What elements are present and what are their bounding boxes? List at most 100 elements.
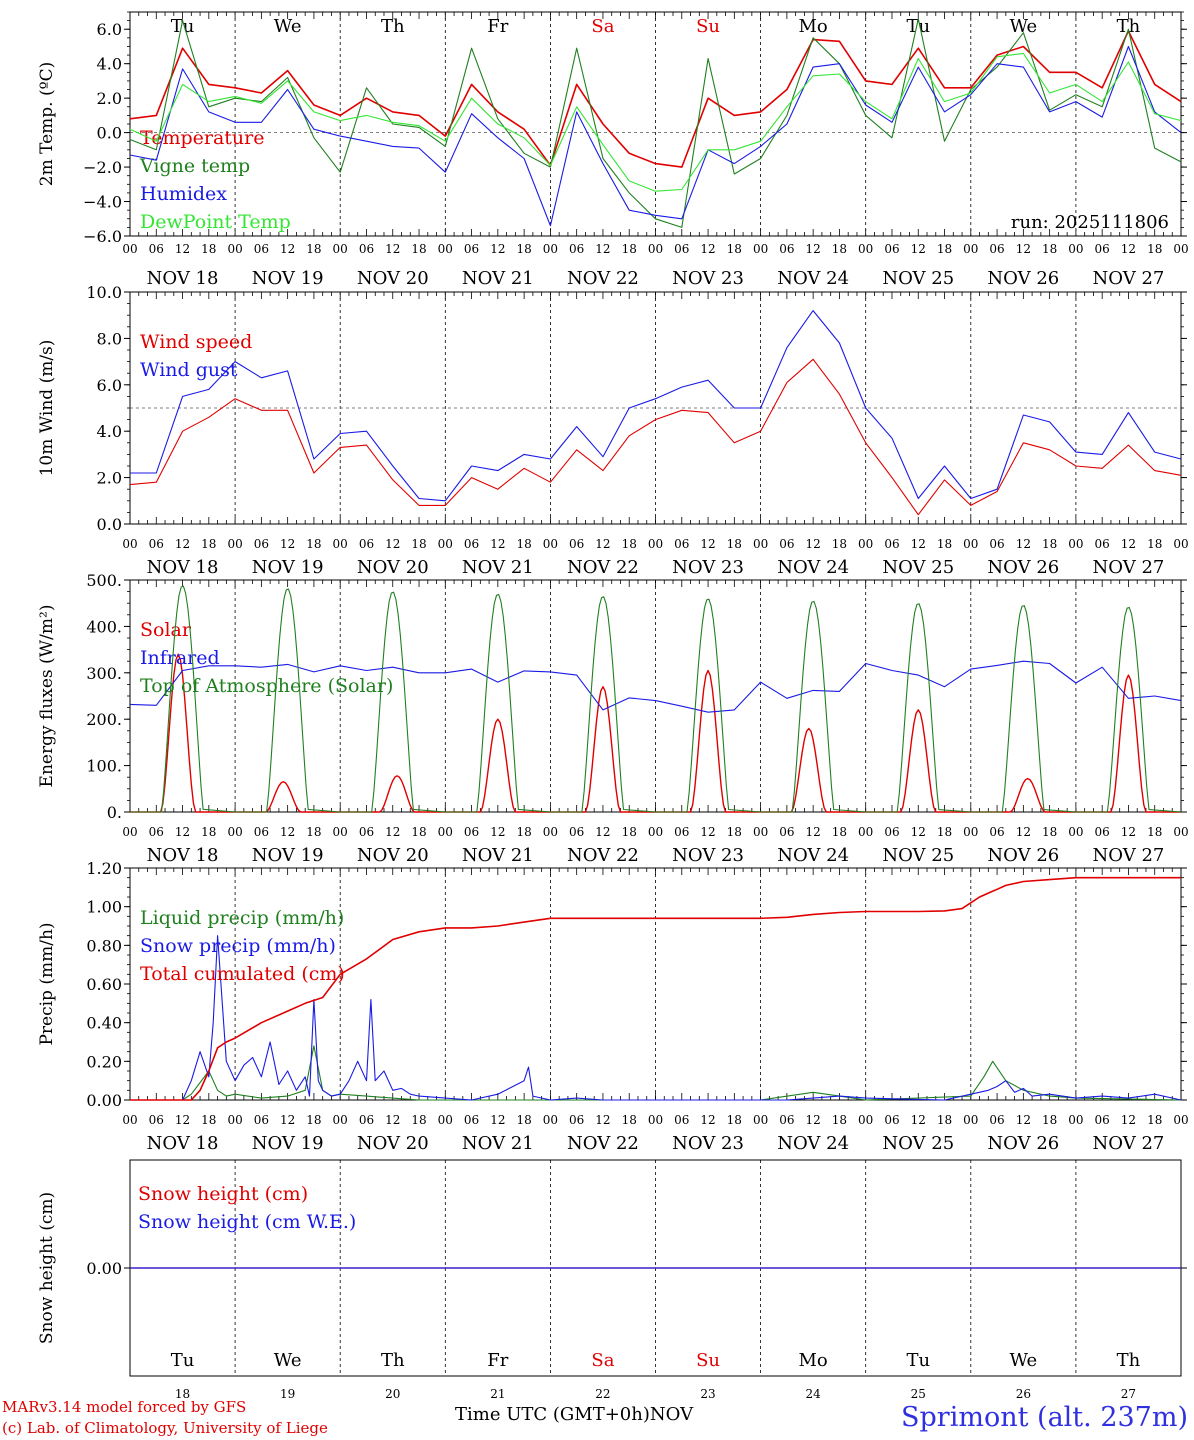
wind-hour-label: 12 <box>175 537 190 551</box>
precip-hour-label: 00 <box>1068 1113 1083 1127</box>
snow-ylabel: Snow height (cm) <box>37 1192 57 1344</box>
snow-legend-snow-height-cm: Snow height (cm) <box>138 1183 308 1205</box>
wind-hour-label: 06 <box>569 537 584 551</box>
precip-hour-label: 00 <box>438 1113 453 1127</box>
snow-legend-snow-height-cm-w-e: Snow height (cm W.E.) <box>138 1211 356 1233</box>
precip-legend-total-cumulated-cm: Total cumulated (cm) <box>140 963 345 985</box>
temperature-hour-label: 06 <box>989 242 1004 256</box>
temperature-frame <box>129 11 1182 237</box>
precip-hour-label: 06 <box>989 1113 1004 1127</box>
temperature-date-label: NOV 25 <box>882 268 954 289</box>
energy-hour-label: 06 <box>1095 825 1110 839</box>
wind-hour-label: 06 <box>989 537 1004 551</box>
temperature-hour-label: 00 <box>438 242 453 256</box>
energy-hour-label: 00 <box>1173 825 1188 839</box>
snow-ytick-label: 0.00 <box>86 1259 122 1278</box>
energy-hour-label: 12 <box>490 825 505 839</box>
precip-date-label: NOV 22 <box>567 1133 639 1154</box>
energy-hour-label: 00 <box>543 825 558 839</box>
precip-hour-label: 00 <box>1173 1113 1188 1127</box>
precip-hour-label: 06 <box>569 1113 584 1127</box>
wind-hour-label: 18 <box>832 537 847 551</box>
time-axis-title: Time UTC (GMT+0h)NOV <box>455 1406 693 1424</box>
precip-date-label: NOV 25 <box>882 1133 954 1154</box>
energy-date-label: NOV 21 <box>462 845 534 866</box>
precip-date-label: NOV 27 <box>1093 1133 1165 1154</box>
wind-hour-label: 00 <box>858 537 873 551</box>
energy-hour-label: 18 <box>411 825 426 839</box>
temperature-date-label: NOV 21 <box>462 268 534 289</box>
snow-day-number: 24 <box>806 1387 822 1401</box>
energy-legend-top-of-atmosphere-solar: Top of Atmosphere (Solar) <box>140 675 393 697</box>
precip-hour-label: 18 <box>1147 1113 1162 1127</box>
precip-legend-liquid-precip-mm-h: Liquid precip (mm/h) <box>140 907 344 929</box>
temperature-panel: 6.0 4.0 2.0 0.0 −2.0 −4.0 −6.0 2m Temp. (ºC) 00 0… <box>37 11 1189 289</box>
precip-date-label: NOV 24 <box>777 1133 849 1154</box>
energy-hour-label: 00 <box>333 825 348 839</box>
snow-day-number: 22 <box>595 1387 610 1401</box>
temperature-date-label: NOV 23 <box>672 268 744 289</box>
temperature-hour-label: 06 <box>359 242 374 256</box>
wind-hour-label: 06 <box>779 537 794 551</box>
temperature-ytick-label: −4.0 <box>83 193 122 212</box>
energy-hour-label: 18 <box>516 825 531 839</box>
energy-legend-solar: Solar <box>140 619 192 641</box>
temperature-hour-label: 18 <box>727 242 742 256</box>
energy-hour-label: 12 <box>1121 825 1136 839</box>
wind-hour-label: 18 <box>306 537 321 551</box>
precip-ytick-label: 0.60 <box>86 975 122 994</box>
snow-weekday-label: Su <box>696 1350 720 1371</box>
energy-hour-label: 18 <box>201 825 216 839</box>
snow-panel: 0.00 Snow height (cm) Tu We Th Fr Sa Su Mo Tu We Th… <box>37 1159 1187 1401</box>
temperature-legend-vigne-temp: Vigne temp <box>139 155 250 177</box>
temperature-weekday-label: We <box>274 16 302 37</box>
temperature-weekday-label: Th <box>381 16 405 37</box>
energy-hour-label: 18 <box>622 825 637 839</box>
wind-hour-label: 06 <box>884 537 899 551</box>
energy-hour-label: 12 <box>595 825 610 839</box>
wind-legend-wind-speed: Wind speed <box>140 331 252 353</box>
wind-hour-label: 18 <box>622 537 637 551</box>
temperature-weekday-label: Sa <box>591 16 614 37</box>
wind-date-label: NOV 25 <box>882 557 954 578</box>
wind-hour-label: 18 <box>937 537 952 551</box>
precip-hour-label: 12 <box>700 1113 715 1127</box>
wind-hour-label: 00 <box>122 537 137 551</box>
wind-hour-label: 18 <box>1042 537 1057 551</box>
wind-hour-label: 06 <box>464 537 479 551</box>
precip-hour-label: 12 <box>1121 1113 1136 1127</box>
wind-hour-label: 12 <box>490 537 505 551</box>
temperature-series-dewpoint-temp <box>129 52 1182 192</box>
energy-series-infrared <box>129 660 1182 713</box>
temperature-ytick-label: −6.0 <box>83 227 122 246</box>
energy-hour-label: 00 <box>438 825 453 839</box>
wind-hour-label: 06 <box>149 537 164 551</box>
temperature-weekday-label: We <box>1010 16 1038 37</box>
wind-hour-label: 12 <box>385 537 400 551</box>
wind-ytick-label: 2.0 <box>97 469 122 488</box>
precip-hour-label: 06 <box>464 1113 479 1127</box>
energy-hour-label: 00 <box>858 825 873 839</box>
precip-hour-label: 00 <box>543 1113 558 1127</box>
precip-hour-label: 06 <box>254 1113 269 1127</box>
temperature-hour-label: 18 <box>937 242 952 256</box>
wind-hour-label: 12 <box>280 537 295 551</box>
energy-hour-label: 06 <box>779 825 794 839</box>
temperature-hour-label: 00 <box>648 242 663 256</box>
precip-legend-snow-precip-mm-h: Snow precip (mm/h) <box>140 935 336 957</box>
wind-hour-label: 06 <box>674 537 689 551</box>
precip-hour-label: 06 <box>359 1113 374 1127</box>
wind-legend-wind-gust: Wind gust <box>140 359 238 381</box>
wind-ytick-label: 8.0 <box>97 329 122 348</box>
temperature-series-temperature <box>129 30 1182 168</box>
temperature-hour-label: 00 <box>1173 242 1188 256</box>
wind-date-label: NOV 26 <box>987 557 1059 578</box>
wind-hour-label: 00 <box>1173 537 1188 551</box>
snow-weekday-label: Fr <box>487 1350 508 1371</box>
energy-legend-infrared: Infrared <box>140 647 220 669</box>
temperature-hour-label: 06 <box>779 242 794 256</box>
precip-hour-label: 12 <box>1016 1113 1031 1127</box>
precip-series-total-cumulated-cm <box>130 876 1181 1101</box>
wind-hour-label: 00 <box>333 537 348 551</box>
time-axis-label: Time UTC (GMT+0h) <box>455 1404 650 1425</box>
